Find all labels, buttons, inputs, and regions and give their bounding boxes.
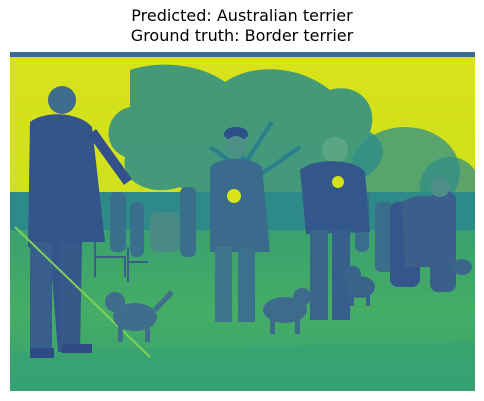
ground-truth-label: Ground truth: Border terrier [130,26,354,45]
predicted-label: Predicted: Australian terrier [131,6,353,25]
terrier-right [345,266,375,306]
terrier-center [263,288,311,334]
grass-texture [10,342,475,391]
figure-title: Predicted: Australian terrier Ground tru… [0,6,484,46]
terrier-left [105,290,174,342]
handler-left [28,86,133,358]
chairs [94,242,148,282]
handler-right [300,137,370,320]
handler-far-right [402,177,456,267]
handler-center [210,127,270,322]
terrier-far-right [452,259,472,275]
photo-scene [10,52,475,391]
leash-left [14,226,151,358]
photo-border-top [10,52,475,57]
photo-image [10,52,475,391]
